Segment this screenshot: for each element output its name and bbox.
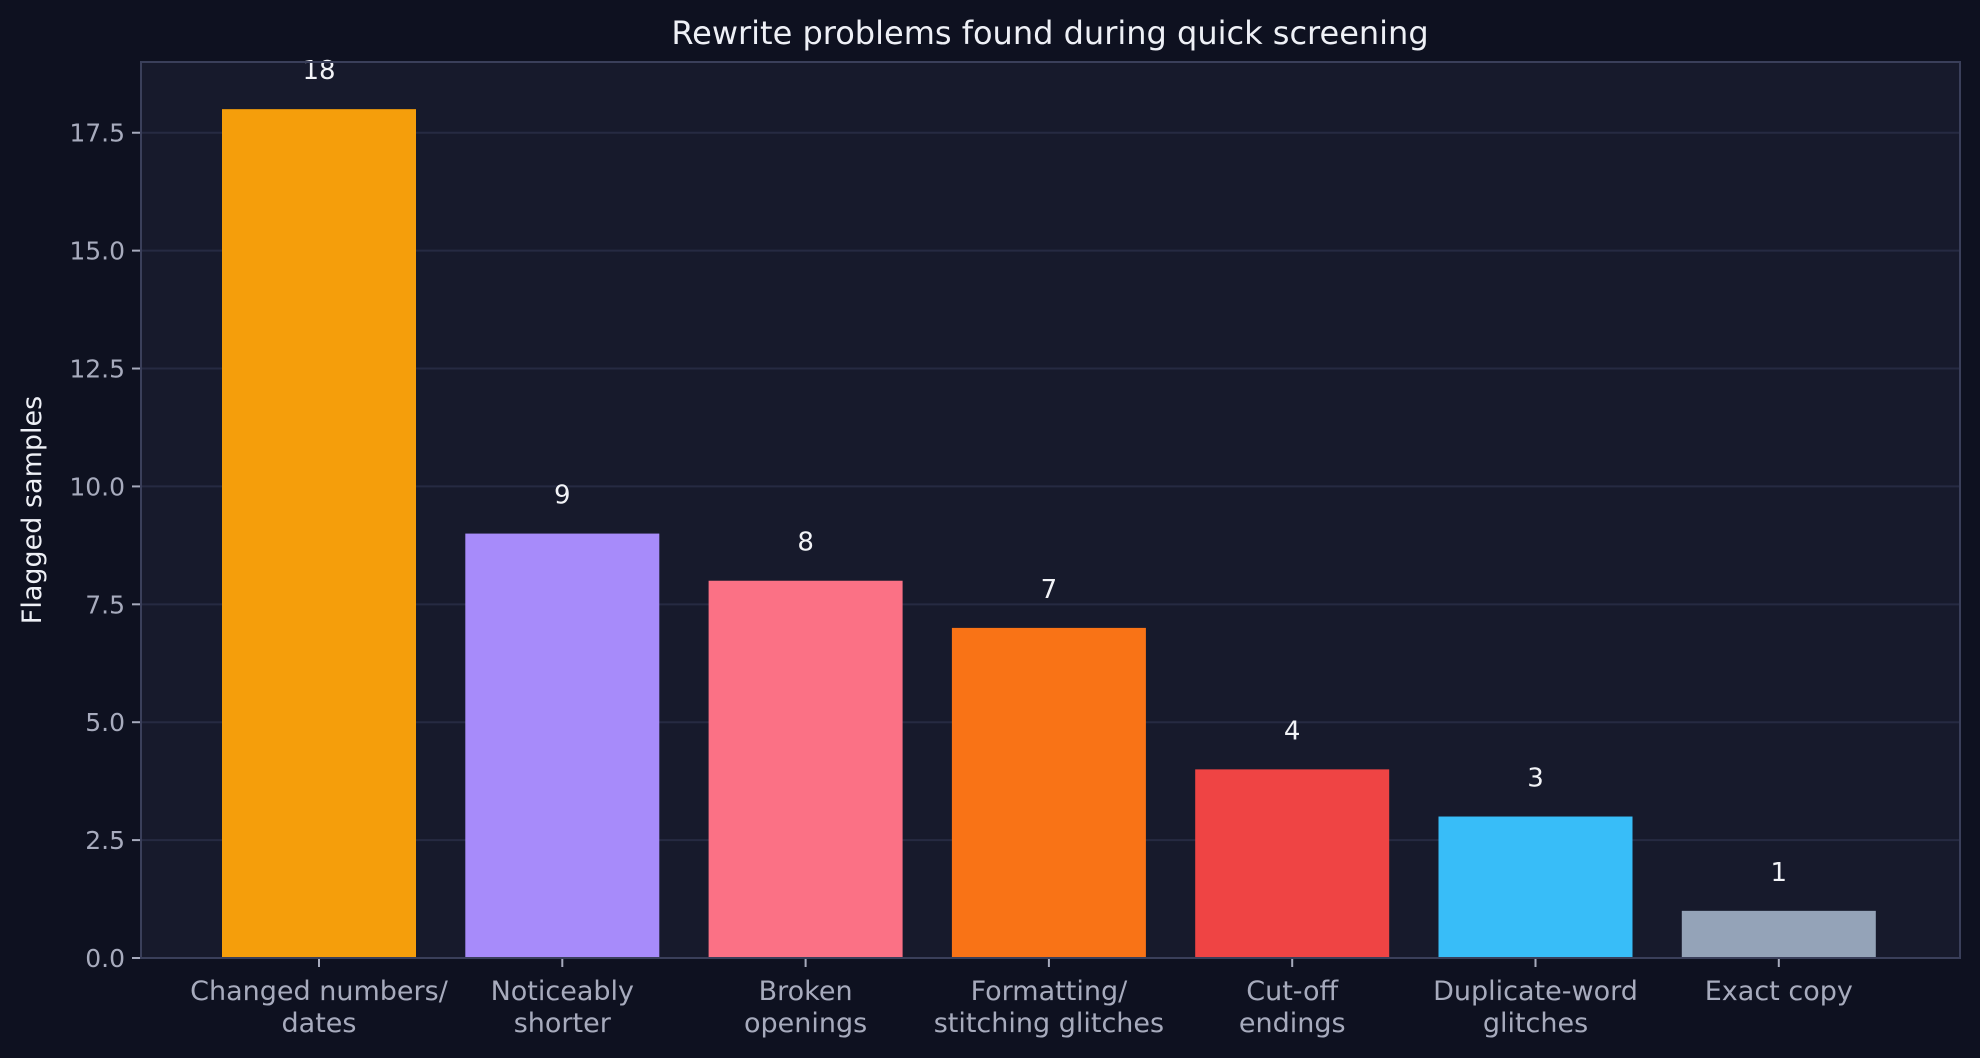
bar [222, 109, 416, 958]
y-tick-label: 15.0 [69, 237, 125, 266]
bar [1195, 769, 1390, 958]
bar-value-label: 7 [1041, 575, 1058, 605]
x-tick-label: glitches [1483, 1008, 1588, 1039]
y-tick-label: 12.5 [69, 355, 125, 384]
bar [465, 533, 660, 958]
bar-value-label: 8 [797, 528, 814, 558]
x-tick-label: Formatting/ [971, 976, 1128, 1007]
bar-value-label: 1 [1771, 858, 1788, 888]
x-tick-label: dates [282, 1008, 357, 1039]
x-tick-label: Broken [759, 976, 853, 1007]
bar [708, 580, 903, 958]
bar [1681, 910, 1876, 958]
x-tick-label: openings [744, 1008, 867, 1039]
x-tick-label: stitching glitches [934, 1008, 1164, 1039]
x-tick-label: shorter [514, 1008, 612, 1039]
y-tick-label: 2.5 [85, 826, 125, 855]
bar-value-label: 9 [554, 481, 571, 511]
y-axis-ticks: 0.0 2.5 5.0 7.5 10.0 12.5 15.0 17.5 [69, 119, 141, 973]
bar [951, 627, 1146, 958]
x-tick-label: Exact copy [1705, 976, 1853, 1007]
x-tick-label: Noticeably [491, 976, 634, 1007]
value-labels: 18 9 8 7 4 3 1 [302, 56, 1787, 888]
x-tick-label: Duplicate-word [1433, 976, 1638, 1007]
y-tick-label: 10.0 [69, 472, 125, 501]
y-tick-label: 0.0 [85, 944, 125, 973]
y-tick-label: 17.5 [69, 119, 125, 148]
x-tick-label: endings [1239, 1008, 1346, 1039]
y-tick-label: 7.5 [85, 590, 125, 619]
y-tick-label: 5.0 [85, 708, 125, 737]
bar-value-label: 4 [1284, 716, 1301, 746]
bar-value-label: 3 [1527, 764, 1544, 794]
x-tick-label: Changed numbers/ [190, 976, 449, 1007]
y-axis-label: Flagged samples [17, 396, 48, 624]
bar-value-label: 18 [302, 56, 335, 86]
plot-frame [140, 61, 1961, 959]
grid-lines [141, 131, 1960, 842]
bar [1438, 816, 1633, 958]
chart-title: Rewrite problems found during quick scre… [671, 14, 1428, 52]
bars [222, 109, 1876, 958]
x-tick-label: Cut-off [1246, 976, 1339, 1007]
